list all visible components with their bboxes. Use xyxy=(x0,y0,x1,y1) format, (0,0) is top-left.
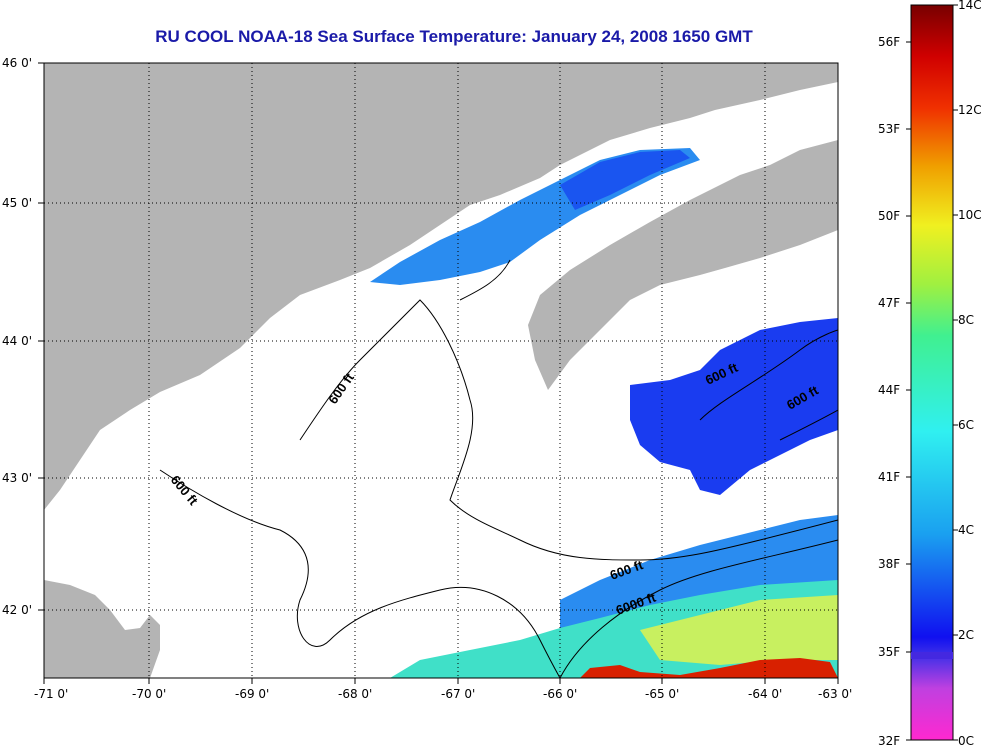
bathymetry-contours xyxy=(159,259,838,678)
map-frame xyxy=(43,62,839,679)
lon-tick-label: -71 0' xyxy=(34,687,68,701)
colorbar-celsius-label: 0C xyxy=(958,734,974,748)
lat-tick-label: 46 0' xyxy=(2,56,32,70)
colorbar-celsius-label: 6C xyxy=(958,418,974,432)
graticule xyxy=(44,63,838,678)
lon-tick-label: -66 0' xyxy=(543,687,577,701)
colorbar-fahrenheit-label: 50F xyxy=(878,209,900,223)
colorbar-fahrenheit-label: 41F xyxy=(878,470,900,484)
sst-scotian-shelf xyxy=(630,318,838,495)
colorbar-fahrenheit-label: 47F xyxy=(878,296,900,310)
colorbar-ticks xyxy=(906,4,958,741)
sst-gulf-stream-hot xyxy=(580,658,838,678)
colorbar-celsius-label: 4C xyxy=(958,523,974,537)
colorbar-fahrenheit-label: 44F xyxy=(878,383,900,397)
lon-tick-label: -67 0' xyxy=(441,687,475,701)
colorbar-celsius-label: 10C xyxy=(958,208,982,222)
lon-tick-label: -70 0' xyxy=(132,687,166,701)
lat-tick-label: 44 0' xyxy=(2,334,32,348)
lat-tick-label: 45 0' xyxy=(2,196,32,210)
land-massachusetts xyxy=(44,580,160,678)
lon-tick-label: -68 0' xyxy=(338,687,372,701)
lon-tick-label: -63 0' xyxy=(818,687,852,701)
colorbar-fahrenheit-label: 38F xyxy=(878,557,900,571)
colorbar-fahrenheit-label: 32F xyxy=(878,734,900,748)
lon-tick-label: -64 0' xyxy=(748,687,782,701)
colorbar-celsius-label: 12C xyxy=(958,103,982,117)
colorbar-fahrenheit-label: 56F xyxy=(878,35,900,49)
colorbar-fahrenheit-label: 53F xyxy=(878,122,900,136)
sst-southern-warm xyxy=(640,595,838,665)
map-title: RU COOL NOAA-18 Sea Surface Temperature:… xyxy=(155,27,753,46)
colorbar-celsius-label: 8C xyxy=(958,313,974,327)
colorbar-fahrenheit-label: 35F xyxy=(878,645,900,659)
colorbar xyxy=(910,4,954,741)
land-maine-newbrunswick xyxy=(44,63,838,510)
colorbar-band xyxy=(911,652,953,659)
colorbar-celsius-label: 2C xyxy=(958,628,974,642)
sst-bay-of-fundy-cold xyxy=(560,150,690,210)
lat-tick-label: 43 0' xyxy=(2,471,32,485)
lon-tick-label: -65 0' xyxy=(645,687,679,701)
axis-ticks xyxy=(38,62,839,684)
lat-tick-label: 42 0' xyxy=(2,603,32,617)
colorbar-celsius-label: 14C xyxy=(958,0,982,12)
lon-tick-label: -69 0' xyxy=(235,687,269,701)
